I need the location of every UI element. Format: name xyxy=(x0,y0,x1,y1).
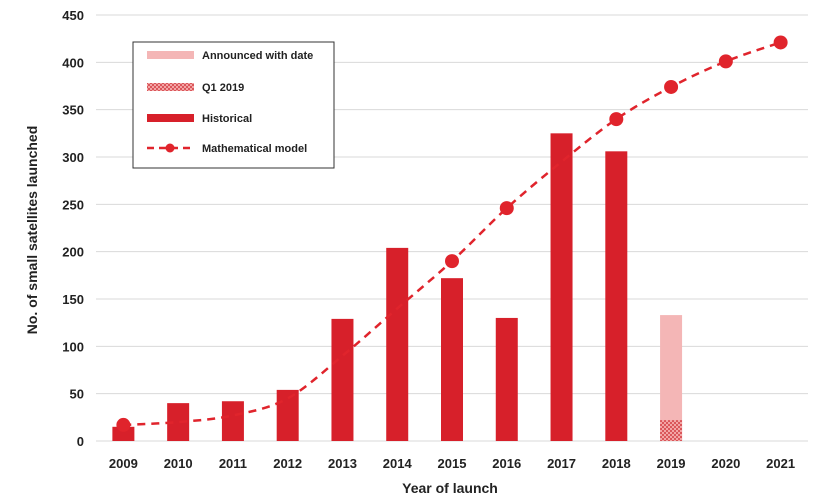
legend: Announced with date Q1 2019 Historical M… xyxy=(132,41,335,169)
bar-historical-2011 xyxy=(221,401,244,441)
x-tick-label-2013: 2013 xyxy=(328,456,357,471)
legend-label-historical: Historical xyxy=(202,113,252,125)
legend-swatch-model-marker xyxy=(165,143,175,153)
legend-swatch-historical xyxy=(147,114,194,122)
model-marker-2019 xyxy=(664,79,679,94)
bar-q1-2019 xyxy=(660,420,683,441)
model-marker-2016 xyxy=(499,201,514,216)
bar-historical-2018 xyxy=(605,151,628,441)
x-tick-label-2018: 2018 xyxy=(602,456,631,471)
x-tick-label-2020: 2020 xyxy=(711,456,740,471)
legend-label-announced: Announced with date xyxy=(202,50,313,62)
model-marker-2020 xyxy=(718,54,733,69)
bar-historical-2010 xyxy=(167,403,190,441)
y-tick-label-300: 300 xyxy=(62,150,84,165)
x-tick-label-2010: 2010 xyxy=(164,456,193,471)
legend-swatch-q1-2019 xyxy=(147,83,194,91)
y-tick-label-350: 350 xyxy=(62,103,84,118)
x-tick-label-2012: 2012 xyxy=(273,456,302,471)
bars xyxy=(112,133,683,442)
x-axis-tick-labels: 2009 2010 2011 2012 2013 2014 2015 2016 2017 2018… xyxy=(109,456,795,471)
bar-historical-2017 xyxy=(550,133,573,442)
y-tick-label-250: 250 xyxy=(62,197,84,212)
bar-historical-2013 xyxy=(331,318,354,441)
y-tick-label-200: 200 xyxy=(62,245,84,260)
bar-historical-2016 xyxy=(495,317,518,441)
bar-historical-2012 xyxy=(276,389,299,441)
x-tick-label-2009: 2009 xyxy=(109,456,138,471)
legend-label-model: Mathematical model xyxy=(202,143,307,155)
model-marker-2021 xyxy=(773,35,788,50)
model-line xyxy=(116,35,788,432)
bar-announced-2019 xyxy=(660,315,683,441)
x-tick-label-2021: 2021 xyxy=(766,456,795,471)
x-axis-title: Year of launch xyxy=(402,480,498,496)
y-tick-label-50: 50 xyxy=(70,387,84,402)
x-tick-label-2015: 2015 xyxy=(438,456,467,471)
y-tick-label-100: 100 xyxy=(62,339,84,354)
x-tick-label-2016: 2016 xyxy=(492,456,521,471)
y-tick-label-150: 150 xyxy=(62,292,84,307)
bar-historical-2015 xyxy=(441,278,463,441)
x-tick-label-2017: 2017 xyxy=(547,456,576,471)
y-axis-tick-labels: 0 50 100 150 200 250 300 350 400 450 xyxy=(62,8,84,449)
legend-swatch-announced xyxy=(147,51,194,59)
bar-historical-2014 xyxy=(386,247,409,441)
x-tick-label-2011: 2011 xyxy=(219,456,247,471)
x-tick-label-2019: 2019 xyxy=(657,456,686,471)
model-marker-2018 xyxy=(609,112,624,127)
y-tick-label-400: 400 xyxy=(62,55,84,70)
model-marker-2009 xyxy=(116,417,131,432)
bar-historical-2009 xyxy=(112,426,135,441)
y-axis-title: No. of small satellites launched xyxy=(24,126,40,335)
legend-label-q1-2019: Q1 2019 xyxy=(202,82,244,94)
y-tick-label-0: 0 xyxy=(77,434,84,449)
y-tick-label-450: 450 xyxy=(62,8,84,23)
model-marker-2015 xyxy=(445,254,459,269)
x-tick-label-2014: 2014 xyxy=(383,456,413,471)
